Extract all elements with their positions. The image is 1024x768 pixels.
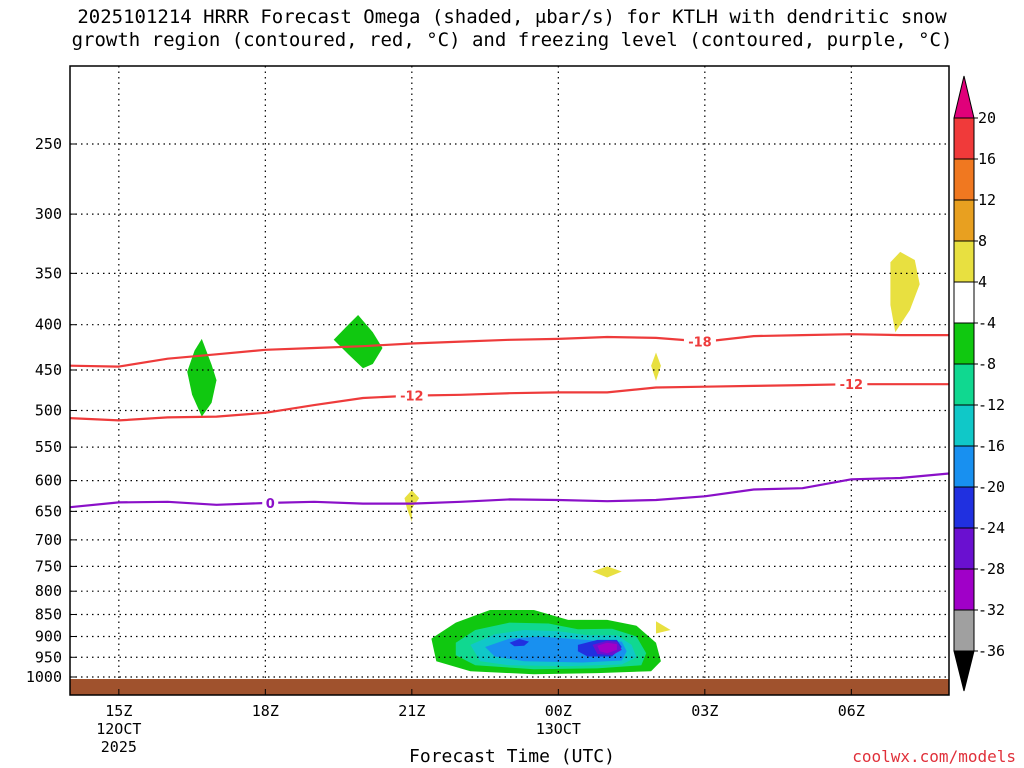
x-tick-label-15Z: 15Z xyxy=(105,702,132,720)
x-tick-label-03Z: 03Z xyxy=(691,702,718,720)
colorbar-bin-0 xyxy=(953,117,975,160)
minus-12-isotherm-line xyxy=(70,383,949,422)
x-tick-label-18Z: 18Z xyxy=(252,702,279,720)
colorbar-top-arrow xyxy=(953,75,975,119)
x-tick-label-06Z: 06Z xyxy=(838,702,865,720)
y-tick-label-400: 400 xyxy=(35,316,62,334)
source-credit[interactable]: coolwx.com/models xyxy=(852,747,1016,766)
colorbar-bin-6 xyxy=(953,363,975,406)
y-tick-label-550: 550 xyxy=(35,438,62,456)
colorbar-label-3: 8 xyxy=(978,232,987,250)
y-tick-label-300: 300 xyxy=(35,205,62,223)
colorbar-label-12: -32 xyxy=(978,601,1005,619)
colorbar-label-0: 20 xyxy=(978,109,996,127)
colorbar-bin-4 xyxy=(953,281,975,324)
omega-shading xyxy=(187,251,920,675)
colorbar-label-10: -24 xyxy=(978,519,1005,537)
y-tick-label-1000: 1000 xyxy=(26,668,62,686)
colorbar-bottom-arrow xyxy=(953,650,975,692)
colorbar-bin-1 xyxy=(953,158,975,201)
freezing-level-line xyxy=(70,472,949,509)
colorbar-bin-11 xyxy=(953,568,975,611)
y-tick-label-250: 250 xyxy=(35,135,62,153)
omega-region-4-3 xyxy=(651,352,661,381)
omega-region-4-2 xyxy=(592,566,622,578)
colorbar-bin-5 xyxy=(953,322,975,365)
plot-frame xyxy=(69,65,950,696)
temperature-contours: -18 -12 -12 0 xyxy=(70,333,949,512)
colorbar-label-11: -28 xyxy=(978,560,1005,578)
y-tick-label-500: 500 xyxy=(35,402,62,420)
colorbar-label-2: 12 xyxy=(978,191,996,209)
colorbar-label-13: -36 xyxy=(978,642,1005,660)
minus-18-isotherm-line xyxy=(70,333,949,368)
minus-18-isotherm-label-0: -18 xyxy=(688,335,712,350)
x-tick-date-00Z: 13OCT xyxy=(536,720,581,738)
x-tick-label-00Z: 00Z xyxy=(545,702,572,720)
colorbar-label-9: -20 xyxy=(978,478,1005,496)
freezing-level-label-bg-0 xyxy=(262,494,279,511)
ground-surface xyxy=(70,679,949,695)
colorbar-bin-2 xyxy=(953,199,975,242)
x-axis-title: Forecast Time (UTC) xyxy=(409,746,615,767)
colorbar-bin-7 xyxy=(953,404,975,447)
colorbar-bin-3 xyxy=(953,240,975,283)
y-tick-label-450: 450 xyxy=(35,361,62,379)
colorbar-bin-8 xyxy=(953,445,975,488)
y-tick-label-750: 750 xyxy=(35,557,62,575)
x-tick-year-15Z: 2025 xyxy=(101,738,137,756)
minus-12-isotherm-label-bg-1 xyxy=(835,376,868,393)
minus-18-isotherm-label-bg-0 xyxy=(683,333,716,350)
y-axis: 250 300 350 400 450 500 550 600 650 700 750 800 850 9… xyxy=(26,135,76,686)
omega-region--4-1 xyxy=(333,315,383,369)
colorbar-label-5: -4 xyxy=(978,314,996,332)
x-tick-date-15Z: 12OCT xyxy=(96,720,141,738)
title-line-2: growth region (contoured, red, °C) and f… xyxy=(71,29,953,51)
x-tick-label-21Z: 21Z xyxy=(398,702,425,720)
colorbar-label-4: 4 xyxy=(978,273,987,291)
y-tick-label-850: 850 xyxy=(35,606,62,624)
colorbar-bin-9 xyxy=(953,486,975,529)
omega-region--28-0 xyxy=(597,642,617,654)
freezing-level-label-0: 0 xyxy=(266,497,275,512)
colorbar-label-6: -8 xyxy=(978,355,996,373)
colorbar: 20 16 12 8 4 -4 -8 -12 -16 -20 -24 -28 -32 -36 xyxy=(953,75,1005,692)
title-line-1: 2025101214 HRRR Forecast Omega (shaded, … xyxy=(77,6,947,28)
y-tick-label-950: 950 xyxy=(35,648,62,666)
omega-region--20-0 xyxy=(509,639,529,647)
y-tick-label-800: 800 xyxy=(35,582,62,600)
omega-region-4-4 xyxy=(656,621,671,634)
minus-12-isotherm-label-1: -12 xyxy=(840,378,864,393)
colorbar-bin-10 xyxy=(953,527,975,570)
colorbar-label-1: 16 xyxy=(978,150,996,168)
colorbar-label-8: -16 xyxy=(978,437,1005,455)
y-tick-label-600: 600 xyxy=(35,472,62,490)
omega-region-4-0 xyxy=(890,251,920,333)
minus-12-isotherm-label-bg-0 xyxy=(395,387,428,404)
omega-region--4-0 xyxy=(187,338,217,417)
y-tick-label-700: 700 xyxy=(35,531,62,549)
colorbar-bin-12 xyxy=(953,609,975,652)
y-tick-label-650: 650 xyxy=(35,502,62,520)
y-tick-label-900: 900 xyxy=(35,627,62,645)
minus-12-isotherm-label-0: -12 xyxy=(400,390,424,405)
chart-title: 2025101214 HRRR Forecast Omega (shaded, … xyxy=(0,6,1024,52)
y-tick-label-350: 350 xyxy=(35,264,62,282)
colorbar-label-7: -12 xyxy=(978,396,1005,414)
